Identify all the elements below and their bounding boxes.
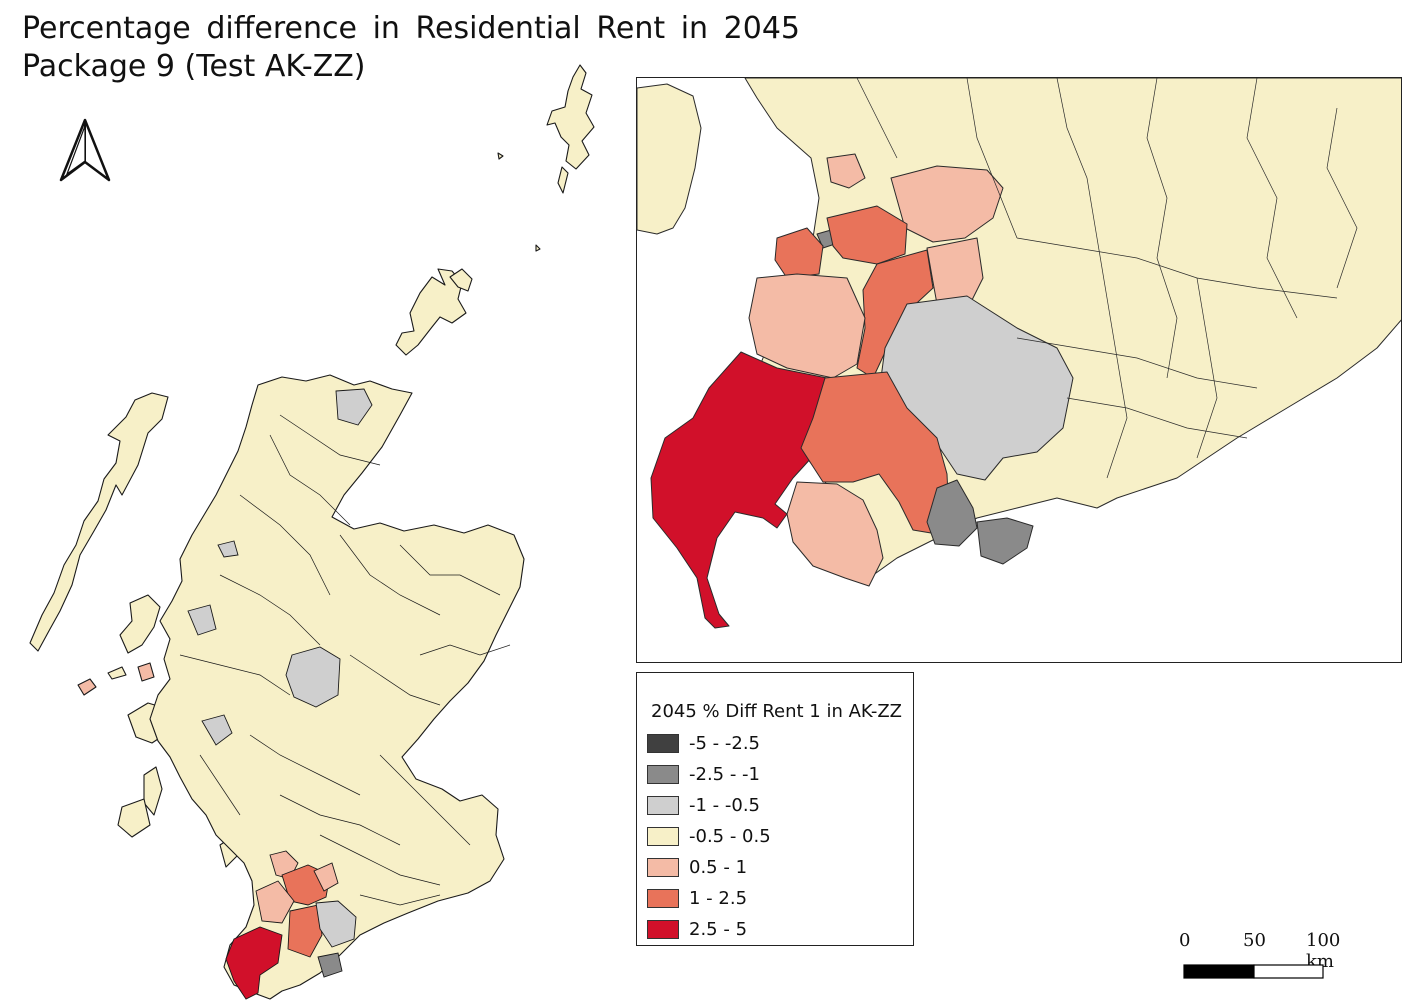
legend-swatch xyxy=(647,733,679,753)
inset-map xyxy=(636,77,1402,663)
map-title: Percentage difference in Residential Ren… xyxy=(22,10,800,86)
legend-swatch xyxy=(647,919,679,939)
legend-swatch xyxy=(647,795,679,815)
fair-isle xyxy=(535,244,541,252)
legend-label: -0.5 - 0.5 xyxy=(689,825,771,847)
legend-item: 1 - 2.5 xyxy=(647,886,747,910)
title-word: in xyxy=(372,11,400,46)
shetland-south xyxy=(557,166,569,194)
isle-of-skye xyxy=(119,594,161,654)
cairngorms-zone xyxy=(285,646,341,708)
legend-label: 1 - 2.5 xyxy=(689,887,748,909)
legend-item: -0.5 - 0.5 xyxy=(647,824,771,848)
legend-label: 2.5 - 5 xyxy=(689,918,748,940)
scale-tick-label: 50 xyxy=(1243,930,1266,951)
foula xyxy=(497,152,504,160)
outer-hebrides xyxy=(29,392,169,652)
inset-zone-dark-3 xyxy=(976,517,1034,565)
legend-swatch xyxy=(647,764,679,784)
lochaber-zone xyxy=(187,604,217,636)
inset-zone-light-west xyxy=(748,273,866,379)
legend-swatch xyxy=(647,857,679,877)
map-title-line-1: Percentage difference in Residential Ren… xyxy=(22,10,800,48)
inset-zone-mid-3 xyxy=(856,249,934,379)
legend-label: -2.5 - -1 xyxy=(689,763,761,785)
carrick xyxy=(225,926,283,1000)
ayrshire-east xyxy=(287,904,323,958)
scale-tick-label: 0 xyxy=(1179,930,1191,951)
title-word: Percentage xyxy=(22,11,191,46)
legend-label: 0.5 - 1 xyxy=(689,856,748,878)
inset-zone-mid-1 xyxy=(774,227,824,279)
shetland-islands xyxy=(546,64,595,170)
legend-item: 0.5 - 1 xyxy=(647,855,747,879)
legend-title: 2045 % Diff Rent 1 in AK-ZZ xyxy=(651,701,902,722)
orkney-north xyxy=(449,268,473,292)
isle-of-islay xyxy=(117,798,151,838)
inset-island-west xyxy=(637,83,702,235)
isle-coll-tiree xyxy=(77,678,97,696)
isle-coll xyxy=(107,666,127,680)
title-word: in xyxy=(680,11,709,46)
inset-zone-dark-2 xyxy=(926,479,978,547)
scale-bar-graphic xyxy=(1183,964,1324,979)
orkney-islands xyxy=(395,268,467,356)
title-word: difference xyxy=(206,11,357,46)
legend-item: 2.5 - 5 xyxy=(647,917,747,941)
scale-bar: 0 50 100 km xyxy=(1170,930,1370,985)
scotland-map xyxy=(29,64,595,1000)
map-title-line-2: Package 9 (Test AK-ZZ) xyxy=(22,49,366,84)
legend-item: -5 - -2.5 xyxy=(647,731,760,755)
inset-zone-orange-large xyxy=(800,371,950,535)
legend-label: -1 - -0.5 xyxy=(689,794,761,816)
north-arrow-icon xyxy=(59,118,111,182)
dumfries-coast xyxy=(317,952,343,978)
dumfries-west xyxy=(315,900,357,948)
isle-rum xyxy=(137,662,155,682)
legend-swatch xyxy=(647,888,679,908)
ayrshire-mid xyxy=(255,880,295,924)
isle-of-jura xyxy=(143,766,163,816)
inset-map-svg xyxy=(637,78,1401,662)
title-word: 2045 xyxy=(723,11,800,46)
inset-zone-mid-2 xyxy=(826,205,908,265)
lanark-zone xyxy=(313,862,339,892)
legend-swatch xyxy=(647,826,679,846)
inset-zone-light-ne xyxy=(890,165,1004,243)
caithness-zone xyxy=(335,388,373,426)
title-word: Residential xyxy=(415,11,581,46)
inset-zone-light-north xyxy=(826,153,866,189)
map-legend: 2045 % Diff Rent 1 in AK-ZZ -5 - -2.5 -2… xyxy=(636,672,914,946)
scale-segment-white xyxy=(1253,964,1324,979)
legend-label: -5 - -2.5 xyxy=(689,732,761,754)
legend-item: -2.5 - -1 xyxy=(647,762,760,786)
inset-zone-light-south xyxy=(786,481,884,587)
skye-zone xyxy=(217,540,239,558)
scale-segment-black xyxy=(1183,964,1255,979)
argyll-zone xyxy=(201,714,233,746)
legend-item: -1 - -0.5 xyxy=(647,793,760,817)
title-word: Rent xyxy=(596,11,666,46)
